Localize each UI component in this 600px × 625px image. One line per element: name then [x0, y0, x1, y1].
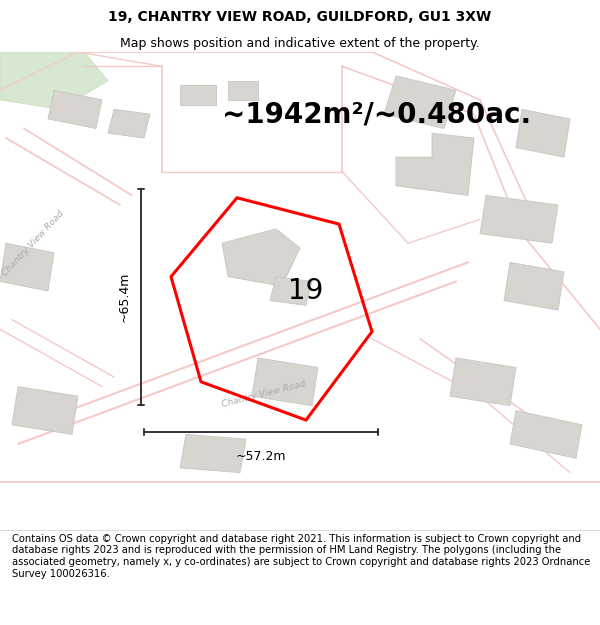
- Polygon shape: [12, 387, 78, 434]
- Text: ~1942m²/~0.480ac.: ~1942m²/~0.480ac.: [222, 100, 531, 128]
- Polygon shape: [222, 229, 300, 286]
- Polygon shape: [228, 81, 258, 100]
- Polygon shape: [384, 76, 456, 129]
- Polygon shape: [108, 109, 150, 138]
- Polygon shape: [0, 52, 108, 109]
- Polygon shape: [516, 109, 570, 157]
- Text: 19: 19: [289, 277, 323, 305]
- Text: Map shows position and indicative extent of the property.: Map shows position and indicative extent…: [120, 38, 480, 51]
- Text: Chantry View Road: Chantry View Road: [1, 209, 65, 278]
- Polygon shape: [180, 86, 216, 104]
- Polygon shape: [450, 358, 516, 406]
- Text: ~57.2m: ~57.2m: [236, 450, 286, 463]
- Text: 19, CHANTRY VIEW ROAD, GUILDFORD, GU1 3XW: 19, CHANTRY VIEW ROAD, GUILDFORD, GU1 3X…: [109, 11, 491, 24]
- Polygon shape: [396, 133, 474, 196]
- Polygon shape: [510, 411, 582, 458]
- Polygon shape: [252, 358, 318, 406]
- Text: Chantry View Road: Chantry View Road: [221, 379, 307, 409]
- Polygon shape: [504, 262, 564, 310]
- Polygon shape: [180, 434, 246, 472]
- Polygon shape: [0, 243, 54, 291]
- Polygon shape: [270, 277, 312, 306]
- Polygon shape: [48, 90, 102, 129]
- Text: Contains OS data © Crown copyright and database right 2021. This information is : Contains OS data © Crown copyright and d…: [12, 534, 590, 579]
- Text: ~65.4m: ~65.4m: [117, 272, 130, 322]
- Polygon shape: [480, 196, 558, 243]
